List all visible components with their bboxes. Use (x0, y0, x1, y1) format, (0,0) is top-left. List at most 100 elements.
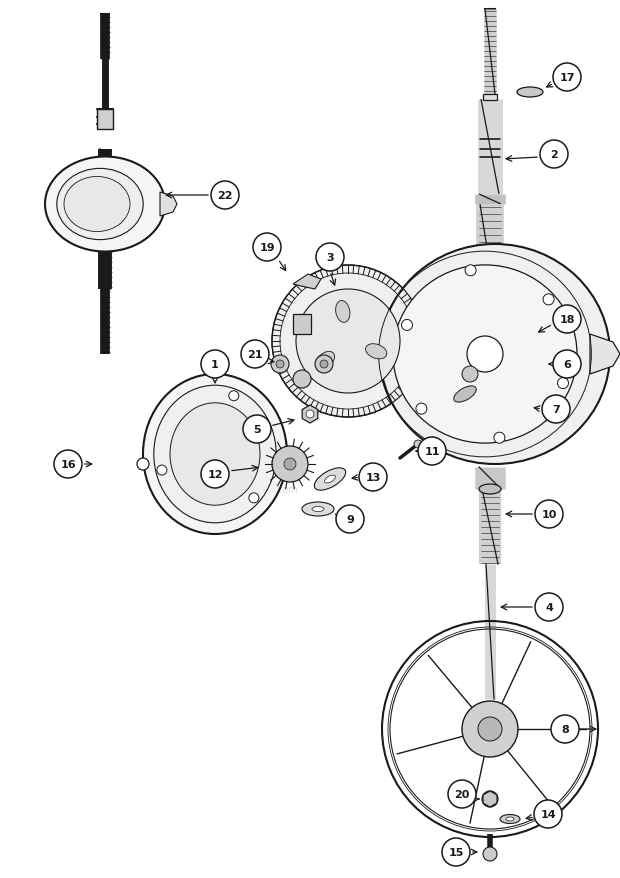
Circle shape (478, 717, 502, 741)
Text: 14: 14 (540, 810, 556, 819)
Circle shape (402, 320, 412, 331)
Text: 4: 4 (545, 602, 553, 612)
Circle shape (229, 392, 239, 401)
Text: 5: 5 (253, 425, 261, 435)
Text: 22: 22 (217, 191, 232, 201)
Text: 6: 6 (563, 360, 571, 370)
Circle shape (540, 140, 568, 169)
Text: 1: 1 (211, 360, 219, 370)
Circle shape (243, 415, 271, 443)
Circle shape (482, 791, 498, 807)
Text: 16: 16 (60, 459, 76, 470)
Circle shape (543, 294, 554, 306)
Text: 18: 18 (559, 314, 575, 325)
Circle shape (535, 594, 563, 622)
Circle shape (293, 371, 311, 389)
Ellipse shape (479, 485, 501, 494)
Text: 9: 9 (346, 515, 354, 524)
Text: ereplacementparts.com: ereplacementparts.com (182, 485, 298, 494)
Ellipse shape (143, 375, 287, 535)
Text: 15: 15 (448, 847, 464, 857)
Ellipse shape (45, 157, 165, 252)
Ellipse shape (517, 88, 543, 97)
Ellipse shape (506, 817, 514, 821)
Circle shape (320, 361, 328, 369)
Circle shape (336, 506, 364, 534)
Circle shape (462, 702, 518, 757)
Ellipse shape (154, 385, 276, 523)
Ellipse shape (393, 266, 577, 443)
Circle shape (535, 500, 563, 529)
Circle shape (442, 838, 470, 866)
Circle shape (284, 458, 296, 471)
Circle shape (467, 336, 503, 372)
Polygon shape (483, 791, 497, 807)
Circle shape (418, 437, 446, 465)
Circle shape (272, 266, 424, 418)
Text: 21: 21 (247, 349, 263, 360)
Circle shape (272, 447, 308, 482)
Ellipse shape (335, 301, 350, 323)
Circle shape (316, 244, 344, 271)
Circle shape (54, 450, 82, 479)
Ellipse shape (316, 352, 335, 370)
Polygon shape (160, 193, 177, 217)
Circle shape (253, 234, 281, 262)
Circle shape (494, 433, 505, 443)
Bar (293, 314, 311, 335)
Ellipse shape (314, 468, 346, 491)
Bar (483, 95, 497, 101)
Text: 7: 7 (552, 405, 560, 414)
Circle shape (553, 350, 581, 378)
Circle shape (201, 350, 229, 378)
Ellipse shape (380, 245, 610, 464)
Circle shape (315, 356, 333, 373)
Ellipse shape (170, 403, 260, 506)
Circle shape (557, 378, 569, 389)
Circle shape (241, 341, 269, 369)
Circle shape (201, 460, 229, 488)
Ellipse shape (312, 507, 324, 512)
Circle shape (553, 64, 581, 92)
Ellipse shape (302, 502, 334, 516)
Text: 20: 20 (454, 789, 470, 799)
Text: 2: 2 (550, 150, 558, 160)
Circle shape (448, 781, 476, 808)
Text: 10: 10 (541, 509, 557, 520)
Ellipse shape (57, 169, 143, 241)
Ellipse shape (325, 476, 335, 484)
Polygon shape (293, 275, 321, 290)
Text: 3: 3 (326, 253, 334, 263)
Circle shape (157, 465, 167, 476)
Circle shape (414, 441, 422, 449)
Ellipse shape (500, 815, 520, 824)
Ellipse shape (454, 386, 476, 403)
Text: 19: 19 (259, 242, 275, 253)
Ellipse shape (366, 344, 387, 359)
Circle shape (306, 411, 314, 419)
Circle shape (416, 404, 427, 414)
Text: 17: 17 (559, 73, 575, 83)
Text: 11: 11 (424, 447, 440, 457)
Circle shape (534, 800, 562, 828)
Text: 12: 12 (207, 470, 223, 479)
Circle shape (553, 306, 581, 334)
Circle shape (465, 265, 476, 277)
Circle shape (276, 361, 284, 369)
Circle shape (359, 464, 387, 492)
Circle shape (462, 367, 478, 383)
Circle shape (211, 182, 239, 210)
Circle shape (542, 396, 570, 423)
Circle shape (249, 493, 259, 503)
Circle shape (271, 356, 289, 373)
Circle shape (483, 847, 497, 861)
Circle shape (296, 290, 400, 393)
Bar (97, 110, 113, 130)
Text: 8: 8 (561, 724, 569, 734)
Circle shape (551, 716, 579, 743)
Ellipse shape (64, 177, 130, 233)
Text: 13: 13 (365, 472, 381, 482)
Polygon shape (302, 406, 318, 423)
Polygon shape (590, 335, 620, 375)
Circle shape (137, 458, 149, 471)
